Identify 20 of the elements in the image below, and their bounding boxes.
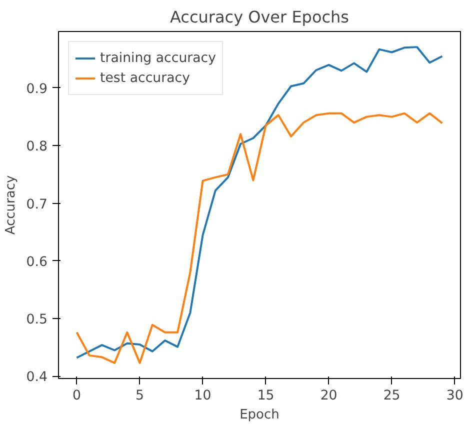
y-tick-label: 0.4 <box>26 370 48 386</box>
y-axis-title: Accuracy <box>3 175 18 235</box>
x-tick-label: 20 <box>320 388 338 404</box>
y-tick-label: 0.5 <box>26 312 48 328</box>
y-tick-label: 0.8 <box>26 140 48 155</box>
line-series <box>76 112 444 364</box>
x-tick-label: 5 <box>136 388 144 404</box>
legend-label: training accuracy <box>100 50 216 66</box>
x-tick-label: 0 <box>72 388 82 404</box>
x-tick-label: 30 <box>446 388 464 404</box>
y-tick-label: 0.6 <box>26 254 48 270</box>
x-axis-title: Epoch <box>240 408 280 422</box>
x-tick-label: 15 <box>257 388 274 404</box>
chart-title: Accuracy Over Epochs <box>170 8 350 26</box>
x-tick-label: 10 <box>194 388 212 404</box>
x-tick-label: 25 <box>383 388 400 404</box>
y-tick-label: 0.9 <box>26 82 48 97</box>
y-tick-label: 0.7 <box>26 197 48 212</box>
legend-label: test accuracy <box>100 70 190 86</box>
line-series <box>76 46 444 359</box>
